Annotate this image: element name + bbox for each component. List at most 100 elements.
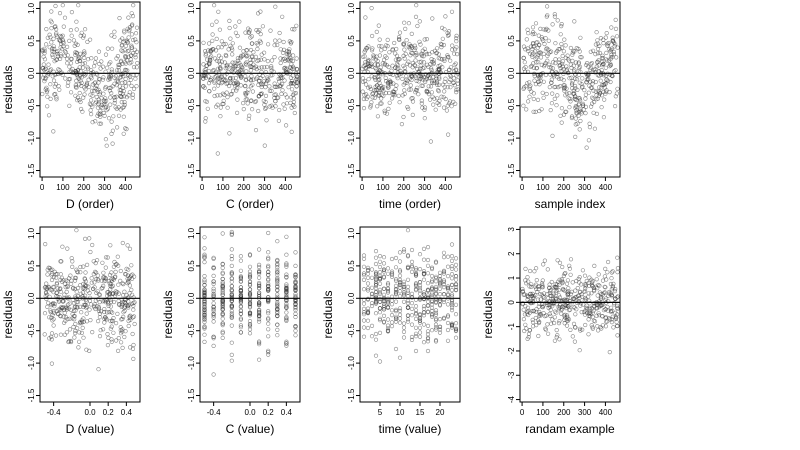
data-point (382, 46, 387, 52)
data-point (103, 137, 108, 142)
data-point (120, 345, 125, 351)
data-point (607, 350, 612, 355)
data-point (591, 88, 596, 93)
data-point (229, 313, 234, 318)
data-point (78, 106, 84, 112)
data-point (379, 44, 384, 49)
data-point (61, 41, 66, 46)
data-point (225, 62, 230, 68)
data-point (585, 306, 590, 311)
data-point (120, 240, 125, 246)
data-point (102, 307, 107, 312)
data-point (114, 78, 119, 83)
data-point (119, 42, 125, 48)
data-point (561, 287, 566, 293)
data-point (115, 53, 120, 59)
data-point (115, 311, 120, 317)
data-point (63, 50, 68, 55)
data-point (215, 93, 220, 98)
data-point (74, 269, 80, 274)
data-point (275, 272, 280, 277)
data-point (397, 282, 403, 287)
data-point (589, 60, 595, 66)
data-point (134, 65, 139, 70)
data-point (53, 82, 59, 87)
data-point (385, 323, 391, 328)
data-point (401, 42, 407, 47)
data-point (433, 318, 439, 323)
data-point (371, 53, 376, 58)
data-point (275, 292, 280, 297)
data-point (229, 276, 234, 281)
data-point (284, 234, 289, 239)
data-point (251, 50, 256, 55)
data-point (369, 6, 374, 11)
data-point (101, 110, 106, 116)
data-point (415, 85, 420, 90)
data-point (125, 276, 130, 281)
data-point (77, 97, 82, 103)
data-point (258, 40, 264, 45)
data-point (575, 286, 580, 291)
data-point (590, 284, 595, 289)
data-point (403, 81, 408, 86)
data-point (531, 96, 536, 102)
data-point (556, 321, 562, 326)
data-point (439, 94, 444, 99)
data-point (454, 39, 459, 44)
data-point (449, 272, 455, 277)
data-point (203, 73, 208, 78)
data-point (579, 310, 584, 315)
scatter-points (361, 228, 459, 364)
y-tick-label: 0.0 (27, 67, 36, 79)
data-point (381, 292, 387, 297)
data-point (408, 53, 413, 58)
data-point (524, 37, 529, 42)
data-point (377, 306, 383, 311)
data-point (100, 327, 106, 332)
data-point (360, 76, 366, 81)
data-point (108, 304, 113, 309)
data-point (605, 293, 611, 299)
x-axis-label: randam example (525, 422, 615, 436)
data-point (413, 266, 419, 271)
data-point (373, 337, 379, 342)
data-point (272, 54, 277, 60)
data-point (238, 325, 243, 330)
data-point (58, 259, 63, 264)
data-point (238, 55, 243, 61)
data-point (391, 89, 396, 94)
data-point (613, 314, 618, 320)
data-point (591, 287, 597, 293)
data-point (113, 338, 119, 343)
data-point (548, 313, 553, 319)
data-point (227, 25, 232, 31)
data-point (287, 47, 292, 52)
data-point (393, 299, 399, 304)
data-point (73, 41, 78, 46)
data-point (595, 96, 601, 101)
data-point (52, 92, 57, 97)
data-point (284, 101, 290, 106)
data-point (92, 269, 98, 275)
data-point (521, 86, 526, 91)
data-point (414, 3, 419, 8)
data-point (128, 345, 133, 350)
data-point (593, 67, 598, 72)
data-point (552, 12, 557, 17)
data-point (429, 299, 435, 304)
data-point (397, 308, 403, 314)
data-point (247, 282, 253, 287)
data-point (361, 318, 367, 323)
data-point (402, 91, 407, 96)
data-point (215, 83, 221, 88)
data-point (87, 290, 92, 296)
data-point (51, 323, 56, 328)
data-point (389, 256, 395, 262)
data-point (547, 50, 552, 55)
data-point (544, 91, 549, 97)
data-point (90, 330, 95, 335)
data-point (122, 308, 127, 314)
data-point (606, 40, 611, 46)
data-point (93, 60, 98, 65)
